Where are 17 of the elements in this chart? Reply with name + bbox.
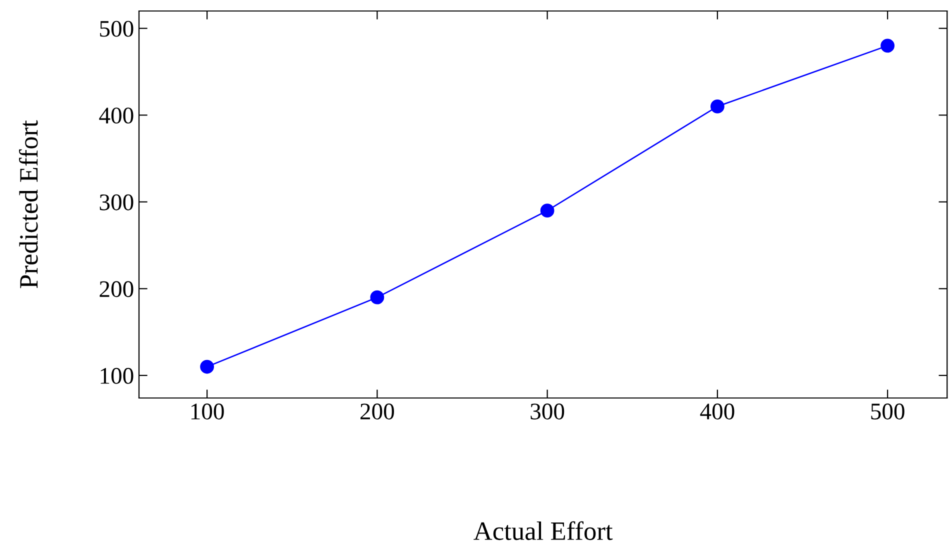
x-tick-label: 400 xyxy=(700,404,734,420)
x-axis-title: Actual Effort xyxy=(474,521,613,540)
y-axis-title: Predicted Effort xyxy=(18,120,38,288)
x-tick-label: 200 xyxy=(360,404,394,420)
point xyxy=(880,38,895,53)
x-tick-label: 500 xyxy=(871,404,904,420)
y-tick-label: 200 xyxy=(100,281,134,298)
y-tick-label: 400 xyxy=(99,108,134,124)
point xyxy=(710,100,724,114)
point xyxy=(370,290,384,304)
point xyxy=(540,204,554,218)
point xyxy=(200,360,214,374)
y-tick-label: 100 xyxy=(100,368,134,384)
x-tick-label: 100 xyxy=(191,404,224,420)
y-tick-label: 500 xyxy=(100,20,134,37)
x-tick-label: 300 xyxy=(530,404,564,420)
y-tick-label: 300 xyxy=(100,194,134,210)
